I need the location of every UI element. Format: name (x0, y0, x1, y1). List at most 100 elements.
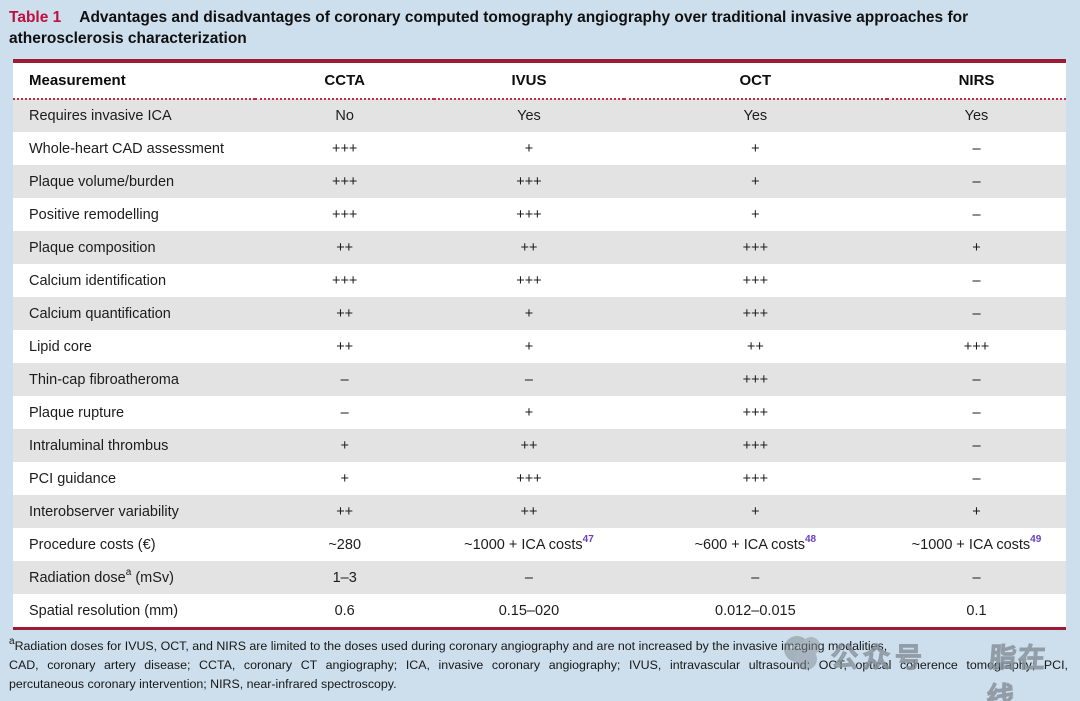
row-value: – (972, 272, 981, 289)
row-value: – (886, 165, 1066, 199)
table-caption: Table 1 Advantages and disadvantages of c… (0, 0, 1080, 49)
row-value: Yes (623, 99, 887, 133)
row-value: + (886, 495, 1066, 529)
row-value: ~1000 + ICA costs49 (911, 533, 1042, 553)
row-value: +++ (742, 404, 769, 421)
row-value: + (340, 470, 349, 487)
footnote-line: CAD, coronary artery disease; CCTA, coro… (9, 658, 1068, 673)
row-value: + (623, 495, 887, 529)
row-label: Intraluminal thrombus (13, 429, 256, 463)
table-row: Lipid core ++ + ++ +++ (13, 330, 1066, 363)
table-row: Calcium quantification ++ + +++ – (13, 297, 1066, 331)
row-value: ~280 (328, 536, 362, 553)
row-label: Thin-cap fibroatheroma (13, 363, 256, 397)
row-value: 0.1 (966, 602, 987, 619)
row-label: Requires invasive ICA (13, 99, 256, 133)
column-header: OCT (623, 63, 887, 101)
row-value: +++ (516, 470, 542, 487)
row-label: Radiation dosea (mSv) (13, 561, 256, 595)
row-value: +++ (434, 165, 624, 199)
row-value: +++ (742, 272, 769, 289)
row-value: Yes (886, 99, 1066, 133)
row-value: – (886, 363, 1066, 397)
row-value: +++ (963, 338, 990, 355)
row-value: ++ (336, 338, 354, 355)
row-value: ++ (434, 231, 624, 265)
row-value: + (255, 429, 435, 463)
row-value: + (434, 297, 624, 331)
row-label: Plaque rupture (29, 404, 125, 421)
row-value: + (751, 206, 760, 223)
column-header-measurement: Measurement (13, 63, 256, 101)
row-value: +++ (623, 297, 887, 331)
row-value: – (434, 561, 624, 595)
data-table-container: Measurement CCTA IVUS OCT NIRS Requires inva… (13, 59, 1066, 631)
row-label: Lipid core (29, 338, 92, 355)
row-value: ++ (434, 429, 624, 463)
footnote-marker: a (125, 566, 132, 578)
column-header: IVUS (434, 63, 624, 101)
row-value: + (524, 404, 534, 421)
citation-ref[interactable]: 48 (805, 533, 817, 545)
row-value: – (886, 561, 1066, 595)
table-row: PCI guidance + +++ +++ – (13, 462, 1066, 495)
footnote: aRadiation doses for IVUS, OCT, and NIRS… (9, 637, 1068, 694)
table-title-text: Advantages and disadvantages of coronary… (9, 9, 969, 48)
row-value: +++ (623, 231, 887, 265)
data-table: Measurement CCTA IVUS OCT NIRS Requires inva… (13, 63, 1066, 627)
row-value: ++ (434, 495, 624, 529)
citation-ref[interactable]: 47 (582, 533, 594, 545)
row-value: 0.15–020 (498, 602, 560, 619)
footnote-line: aRadiation doses for IVUS, OCT, and NIRS… (9, 636, 888, 654)
row-value: – (340, 404, 349, 421)
row-value: +++ (516, 272, 542, 289)
row-value: ++ (255, 231, 435, 265)
table-row: Whole-heart CAD assessment +++ + + – (13, 132, 1066, 165)
column-header: NIRS (886, 63, 1066, 101)
row-value: – (623, 561, 887, 595)
row-value: – (886, 429, 1066, 463)
row-value: No (255, 99, 435, 133)
footnote-line: percutaneous coronary intervention; NIRS… (9, 677, 397, 692)
row-value: – (972, 206, 981, 223)
row-value: +++ (623, 429, 887, 463)
column-header: CCTA (255, 63, 435, 101)
row-value: +++ (331, 206, 358, 223)
row-label: Procedure costs (€) (29, 536, 156, 553)
row-value: +++ (623, 363, 887, 397)
row-value: +++ (516, 206, 542, 223)
row-value: Yes (434, 99, 624, 133)
table-row: Plaque rupture – + +++ – (13, 396, 1066, 429)
table-row: Plaque composition ++ ++ +++ + (13, 231, 1066, 265)
table-row: Positive remodelling +++ +++ + – (13, 198, 1066, 231)
row-value: ++ (746, 338, 764, 355)
row-label: Plaque composition (13, 231, 256, 265)
table-body: Requires invasive ICA No Yes Yes Yes Whole-he… (13, 99, 1066, 627)
table-number-label: Table 1 (9, 9, 62, 26)
row-label: Whole-heart CAD assessment (29, 140, 225, 157)
row-value: +++ (255, 165, 435, 199)
footnote-marker: a (9, 636, 15, 648)
row-value: +++ (331, 272, 358, 289)
table-row: Procedure costs (€) ~280 ~1000 + ICA costs… (13, 528, 1066, 561)
row-value: + (751, 140, 760, 157)
row-value: – (972, 470, 981, 487)
row-value: +++ (742, 470, 769, 487)
row-value: + (886, 231, 1066, 265)
row-label: Calcium identification (29, 272, 167, 289)
row-value: – (434, 363, 624, 397)
row-value: – (255, 363, 435, 397)
table-row: Thin-cap fibroatheroma – – +++ – (13, 363, 1066, 397)
row-value: – (972, 140, 981, 157)
row-value: – (886, 297, 1066, 331)
table-row: Requires invasive ICA No Yes Yes Yes (13, 99, 1066, 133)
row-value: + (623, 165, 887, 199)
row-label: Interobserver variability (13, 495, 256, 529)
row-value: – (972, 404, 981, 421)
row-value: 1–3 (255, 561, 435, 595)
table-row: Radiation dosea (mSv) 1–3– – – (13, 561, 1066, 595)
table-row: Plaque volume/burden +++ +++ + – (13, 165, 1066, 199)
table-row: Calcium identification +++ +++ +++ – (13, 264, 1066, 297)
citation-ref[interactable]: 49 (1030, 533, 1042, 545)
row-label: Calcium quantification (13, 297, 256, 331)
